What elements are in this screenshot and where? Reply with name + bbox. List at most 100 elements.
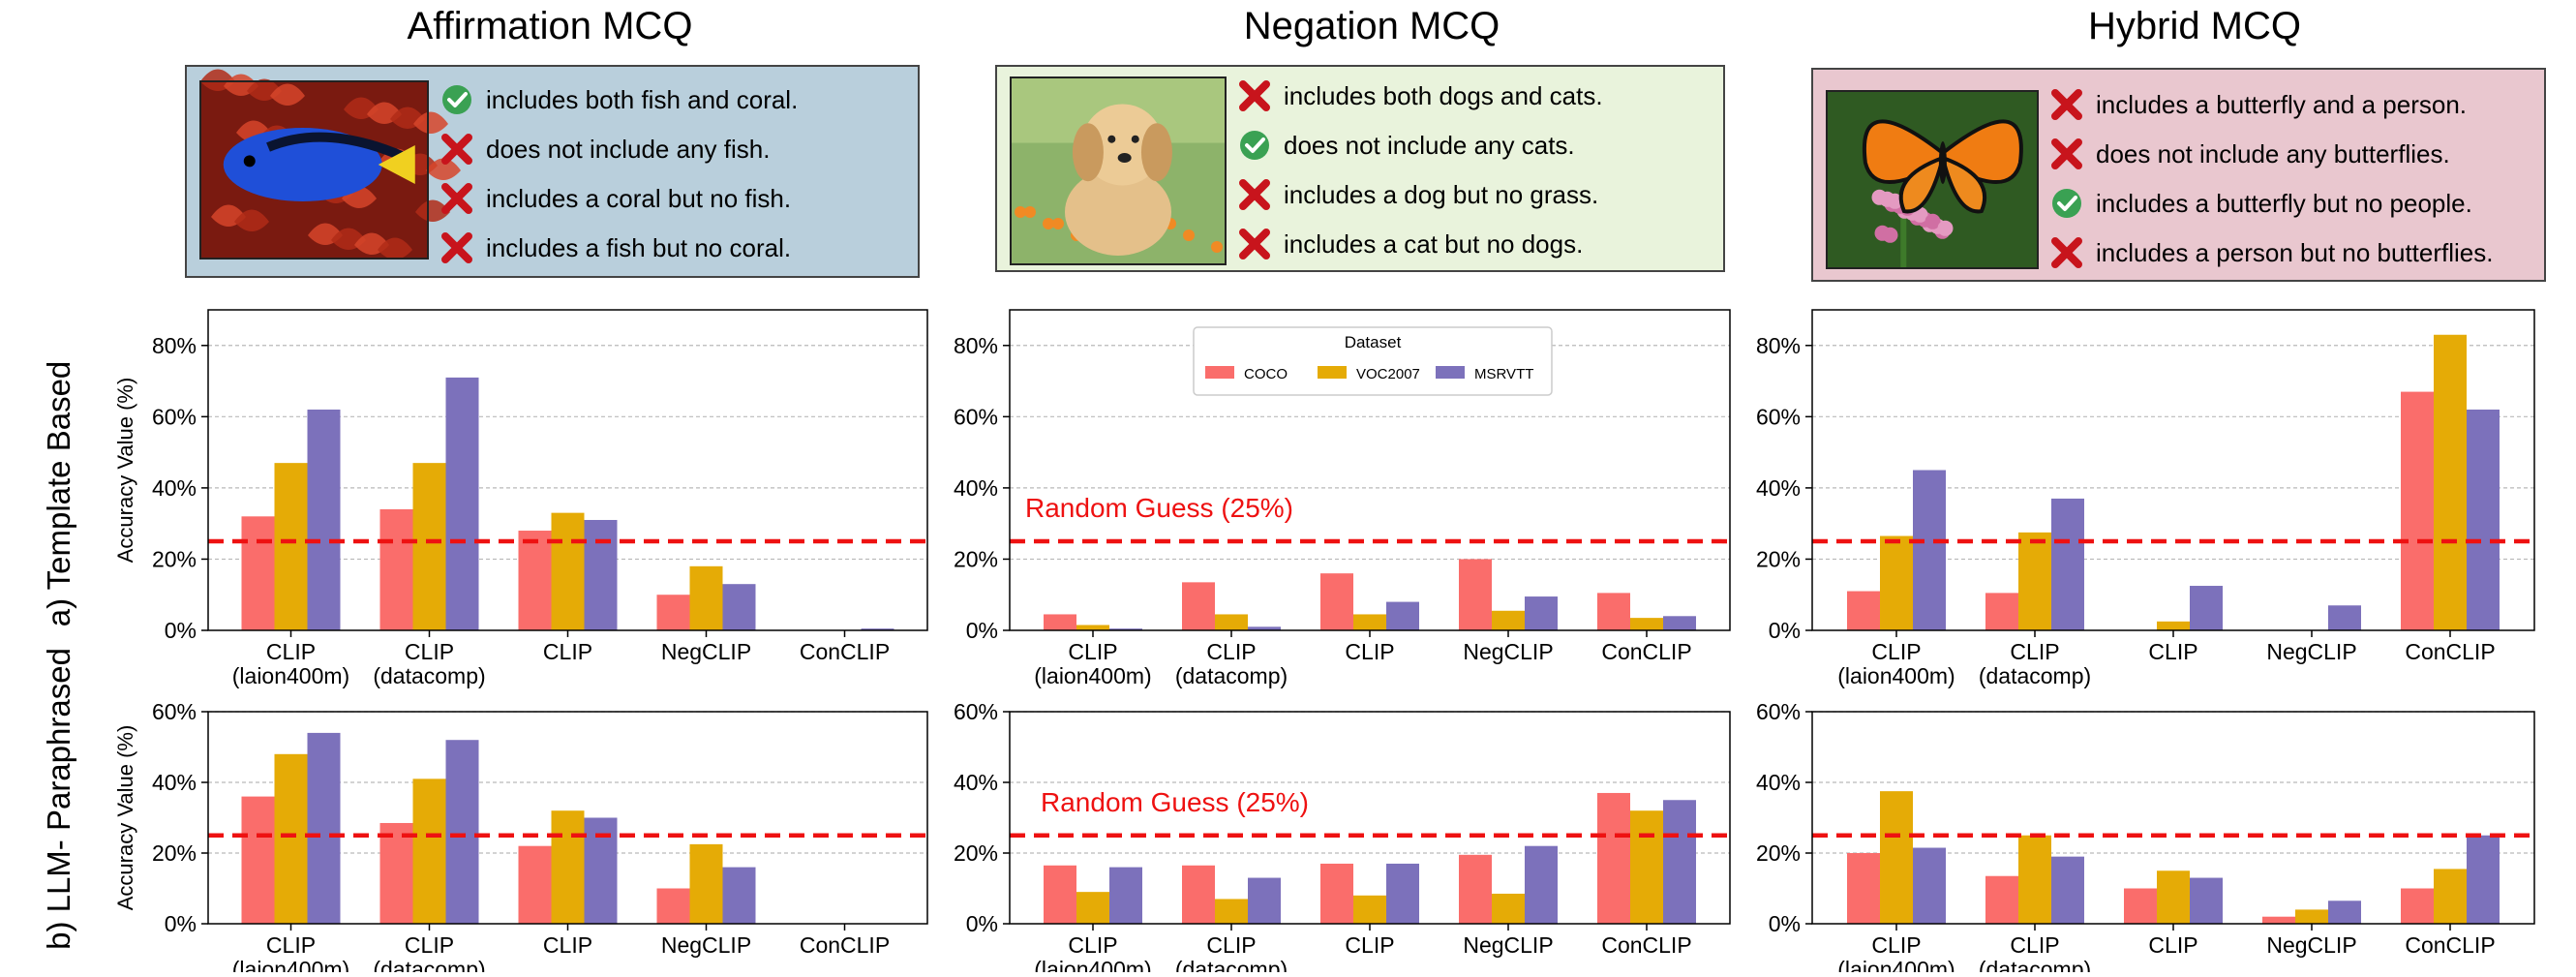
legend-swatch [1205, 366, 1234, 379]
check-icon [1240, 131, 1269, 160]
bar-msrvtt [584, 519, 618, 630]
bar-coco [1320, 863, 1353, 924]
x-tick-label: CLIP [2010, 639, 2059, 664]
row-label-template: a) Template Based [41, 361, 76, 627]
bar-voc2007 [551, 512, 585, 630]
option-text: does not include any cats. [1284, 131, 1575, 160]
option-text: includes both dogs and cats. [1284, 81, 1603, 110]
bar-voc2007 [1492, 893, 1525, 924]
check-icon [442, 85, 471, 114]
bar-voc2007 [551, 810, 585, 924]
bar-msrvtt [2190, 586, 2223, 630]
bar-coco [1182, 865, 1215, 924]
y-tick-label: 60% [152, 404, 197, 429]
x-tick-label: CLIP [1345, 639, 1394, 664]
bar-coco [1320, 573, 1353, 630]
bar-msrvtt [1663, 800, 1696, 924]
legend-label: VOC2007 [1356, 366, 1420, 382]
plot-frame [207, 309, 928, 631]
cross-icon [1239, 80, 1270, 111]
bar-msrvtt [2328, 901, 2361, 924]
x-tick-label: (laion400m) [232, 957, 349, 972]
x-tick-label: ConCLIP [800, 932, 890, 958]
x-tick-label: CLIP [405, 932, 454, 958]
bar-chart: 0%20%40%60%80%CLIP(laion400m)CLIP(dataco… [1756, 309, 2535, 688]
x-tick-label: (datacomp) [1175, 957, 1288, 972]
y-axis-label: Accuracy Value (%) [113, 725, 137, 911]
x-tick-label: NegCLIP [2266, 932, 2356, 958]
x-tick-label: CLIP [2148, 639, 2197, 664]
mcq-panel: includes both dogs and cats. does not inc… [995, 65, 1725, 272]
option-text: includes a coral but no fish. [486, 184, 791, 213]
x-tick-label: CLIP [2148, 932, 2197, 958]
bar-coco [518, 845, 552, 924]
y-tick-label: 20% [954, 546, 998, 571]
x-tick-label: CLIP [266, 639, 316, 664]
y-tick-label: 60% [152, 699, 197, 724]
bar-msrvtt [2190, 877, 2223, 924]
bar-coco [1847, 853, 1880, 924]
y-tick-label: 0% [1769, 618, 1801, 643]
y-tick-label: 40% [954, 475, 998, 501]
bar-coco [1985, 593, 2018, 630]
random-guess-label: Random Guess (25%) [1025, 493, 1293, 523]
bar-voc2007 [1076, 625, 1109, 630]
panel-title: Hybrid MCQ [2088, 5, 2301, 47]
x-tick-label: ConCLIP [1601, 639, 1691, 664]
x-tick-label: CLIP [1068, 932, 1117, 958]
bar-chart: 0%20%40%60%CLIP(laion400m)CLIP(datacomp)… [954, 699, 1731, 977]
bar-coco [2401, 391, 2434, 630]
x-tick-label: (laion400m) [1837, 663, 1955, 688]
bar-msrvtt [1386, 601, 1419, 630]
x-tick-label: (laion400m) [1034, 957, 1151, 972]
bar-voc2007 [2434, 869, 2467, 924]
bar-voc2007 [1492, 610, 1525, 630]
bar-chart: 0%20%40%60%CLIP(laion400m)CLIP(datacomp)… [1756, 699, 2535, 977]
flower [1211, 240, 1223, 253]
cross-icon [1239, 229, 1270, 260]
x-tick-label: CLIP [1345, 932, 1394, 958]
dog-eye [1107, 135, 1116, 143]
y-tick-label: 0% [165, 618, 197, 643]
y-tick-label: 40% [1756, 770, 1801, 795]
bar-voc2007 [1076, 892, 1109, 924]
example-image [1826, 90, 2039, 269]
bar-msrvtt [1525, 596, 1558, 630]
y-tick-label: 0% [966, 618, 998, 643]
bar-voc2007 [689, 843, 723, 924]
bar-coco [1459, 854, 1492, 924]
legend-title: Dataset [1345, 333, 1402, 351]
cross-icon [1239, 179, 1270, 210]
bar-msrvtt [1386, 863, 1419, 924]
bar-msrvtt [722, 867, 756, 924]
flower [1015, 205, 1026, 218]
butterfly-wing [1898, 154, 1946, 214]
x-tick-label: NegCLIP [1463, 932, 1553, 958]
x-tick-label: CLIP [1206, 932, 1256, 958]
bar-coco [656, 888, 690, 924]
bar-chart: 0%20%40%60%80%Accuracy Value (%)CLIP(lai… [113, 309, 928, 688]
bar-voc2007 [689, 565, 723, 630]
plot-frame [1009, 711, 1731, 925]
plot-frame [1811, 711, 2535, 925]
y-tick-label: 60% [1756, 699, 1801, 724]
bar-voc2007 [1215, 899, 1248, 924]
mcq-panel: includes a butterfly and a person. does n… [1811, 68, 2546, 282]
bar-voc2007 [1630, 618, 1663, 630]
bar-msrvtt [1248, 626, 1281, 630]
bar-msrvtt [2051, 498, 2084, 630]
fish-body [223, 128, 382, 202]
legend-label: COCO [1244, 366, 1288, 382]
coral-polyp [270, 83, 305, 106]
x-tick-label: CLIP [543, 639, 592, 664]
fish-tail [378, 145, 415, 185]
dog-ear [1072, 123, 1104, 182]
x-tick-label: NegCLIP [2266, 639, 2356, 664]
bar-msrvtt [445, 377, 479, 630]
y-tick-label: 60% [1756, 404, 1801, 429]
bar-coco [241, 796, 275, 924]
bar-voc2007 [2157, 621, 2190, 630]
bar-chart: 0%20%40%60%Accuracy Value (%)CLIP(laion4… [113, 699, 928, 977]
flower [1052, 217, 1064, 229]
